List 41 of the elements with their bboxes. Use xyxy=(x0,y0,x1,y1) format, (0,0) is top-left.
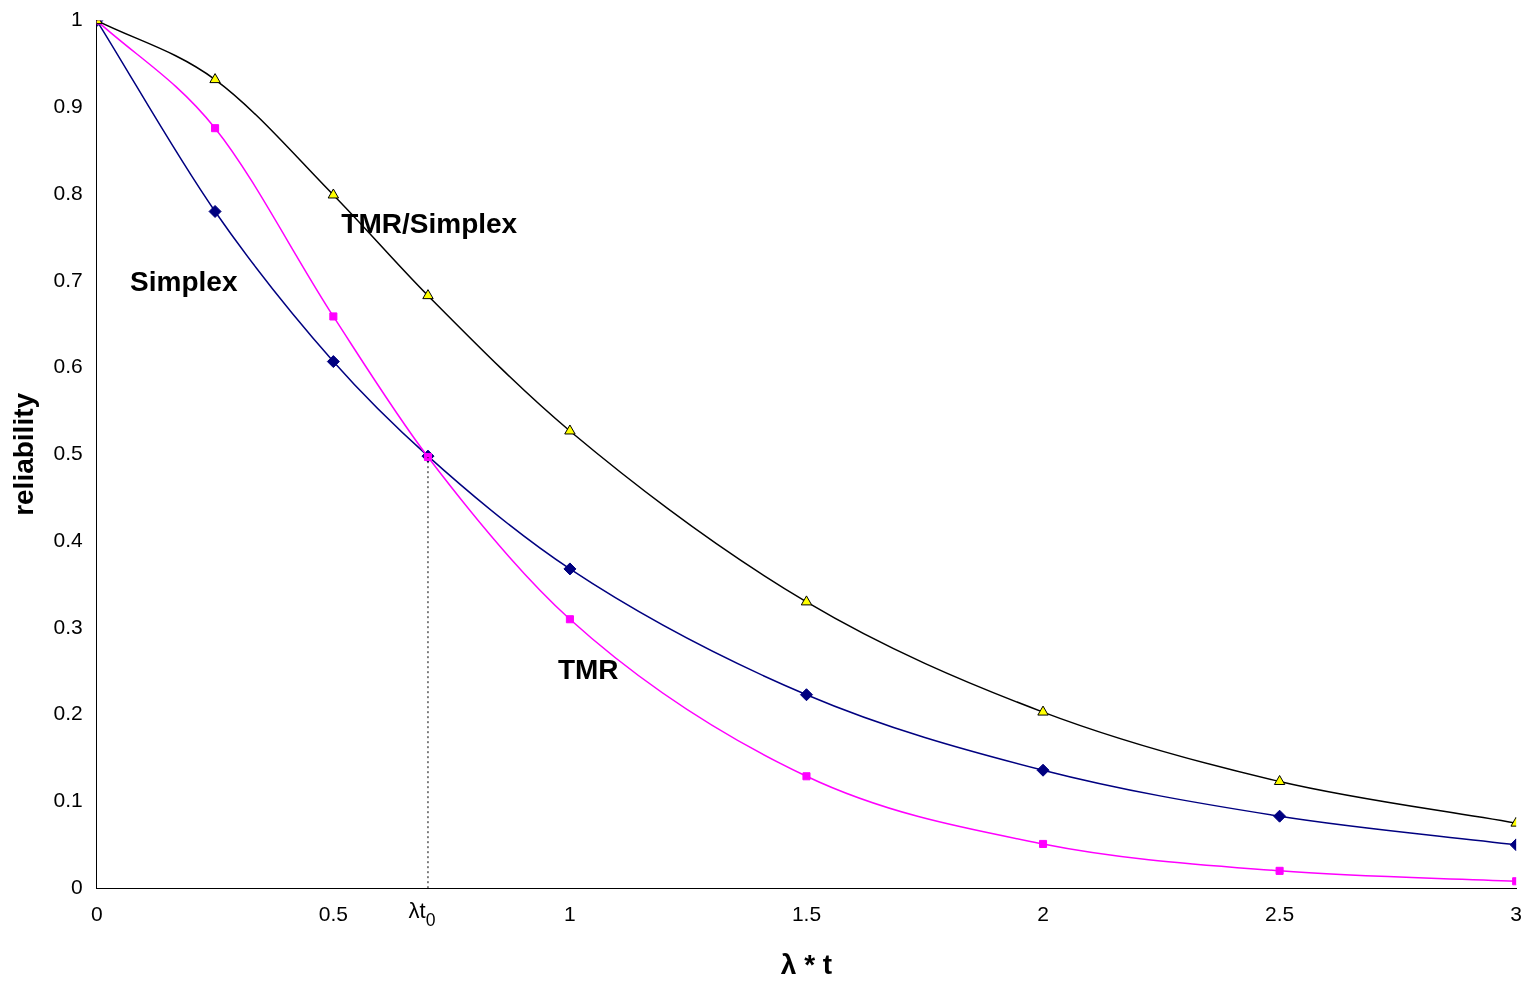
point xyxy=(1039,839,1048,848)
point xyxy=(211,124,220,133)
x-tick-label: 0 xyxy=(90,901,103,925)
point xyxy=(799,688,813,702)
point xyxy=(1036,763,1050,777)
point xyxy=(564,424,576,435)
x-axis-title: λ * t xyxy=(780,948,833,980)
point xyxy=(208,204,222,218)
y-tick-label: 0.1 xyxy=(53,788,83,812)
point xyxy=(1275,866,1284,875)
y-tick-label: 0.5 xyxy=(53,441,83,465)
point xyxy=(1037,705,1049,716)
x-tick-label: 1 xyxy=(564,901,576,925)
point xyxy=(802,772,811,781)
series-label: TMR xyxy=(557,653,619,685)
y-tick-label: 0.3 xyxy=(53,614,83,638)
point xyxy=(1273,809,1287,823)
y-tick-label: 0.4 xyxy=(53,527,84,551)
y-tick-label: 0.2 xyxy=(53,701,83,725)
y-tick-label: 1 xyxy=(71,7,83,31)
point xyxy=(327,188,340,199)
x-tick-label: 2.5 xyxy=(1265,901,1295,925)
point xyxy=(422,289,434,300)
point xyxy=(326,355,340,369)
point xyxy=(563,562,577,576)
y-tick-label: 0 xyxy=(71,875,83,898)
y-axis-title: reliability xyxy=(7,392,39,516)
y-tick-label: 0.8 xyxy=(53,180,83,204)
point xyxy=(565,615,574,624)
y-tick-label: 0.6 xyxy=(53,354,83,378)
x-tick-label: 1.5 xyxy=(791,901,822,925)
point xyxy=(800,595,813,606)
y-tick-label: 0.9 xyxy=(53,94,83,118)
x-tick-label: 0.5 xyxy=(318,901,348,925)
point xyxy=(209,73,221,84)
y-tick-label: 0.7 xyxy=(53,267,83,291)
series-label: Simplex xyxy=(130,266,238,298)
point xyxy=(329,312,338,321)
x-tick-label: 2 xyxy=(1037,901,1049,925)
point xyxy=(1273,774,1286,785)
x-tick-label: 3 xyxy=(1510,901,1522,925)
